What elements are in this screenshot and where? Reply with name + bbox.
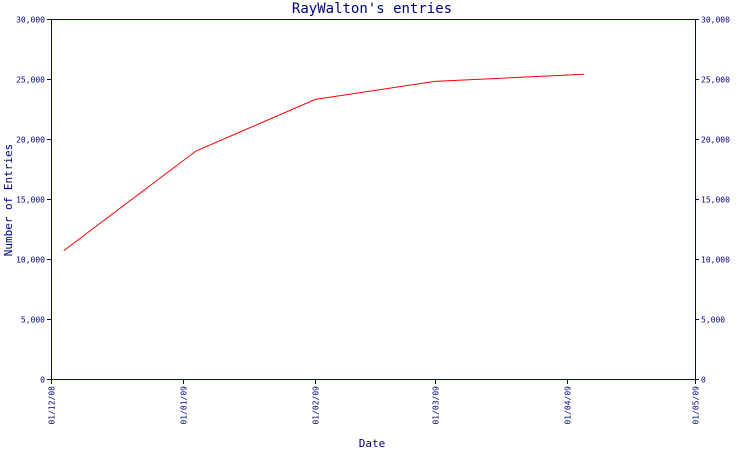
data-point bbox=[195, 150, 198, 153]
y-tick-label-right: 30,000 bbox=[701, 16, 730, 25]
data-point bbox=[583, 73, 586, 76]
x-axis-title: Date bbox=[359, 437, 386, 450]
y-tick-label-left: 0 bbox=[40, 376, 45, 385]
y-tick-label-left: 10,000 bbox=[16, 256, 45, 265]
plot-frame bbox=[51, 19, 696, 380]
x-tick-label: 01/02/09 bbox=[312, 386, 321, 425]
data-point bbox=[433, 80, 436, 83]
y-axis-title: Number of Entries bbox=[2, 144, 15, 257]
y-tick-label-right: 20,000 bbox=[701, 136, 730, 145]
y-tick-label-left: 5,000 bbox=[21, 316, 45, 325]
y-tick-label-right: 5,000 bbox=[701, 316, 725, 325]
x-tick-label: 01/04/09 bbox=[564, 386, 573, 425]
x-tick-label: 01/01/09 bbox=[180, 386, 189, 425]
y-tick-label-left: 30,000 bbox=[16, 16, 45, 25]
y-tick-label-left: 15,000 bbox=[16, 196, 45, 205]
x-tick-label: 01/05/09 bbox=[692, 386, 701, 425]
y-axis-right: 0 5,000 10,000 15,000 20,000 25,000 30,000 bbox=[695, 16, 730, 385]
x-tick-label: 01/03/09 bbox=[432, 386, 441, 425]
y-axis-left: 0 5,000 10,000 15,000 20,000 25,000 30,000 bbox=[16, 16, 51, 385]
y-tick-label-right: 10,000 bbox=[701, 256, 730, 265]
y-tick-label-left: 25,000 bbox=[16, 76, 45, 85]
data-point bbox=[314, 98, 317, 101]
series-line bbox=[63, 73, 585, 251]
y-tick-label-left: 20,000 bbox=[16, 136, 45, 145]
series-group bbox=[62, 73, 586, 252]
y-tick-label-right: 25,000 bbox=[701, 76, 730, 85]
data-point bbox=[62, 249, 65, 252]
x-axis: 01/12/08 01/01/09 01/02/09 01/03/09 01/04/09… bbox=[48, 379, 701, 425]
chart-title: RayWalton's entries bbox=[292, 1, 452, 17]
y-tick-label-right: 0 bbox=[701, 376, 706, 385]
x-tick-label: 01/12/08 bbox=[48, 386, 57, 425]
y-tick-label-right: 15,000 bbox=[701, 196, 730, 205]
